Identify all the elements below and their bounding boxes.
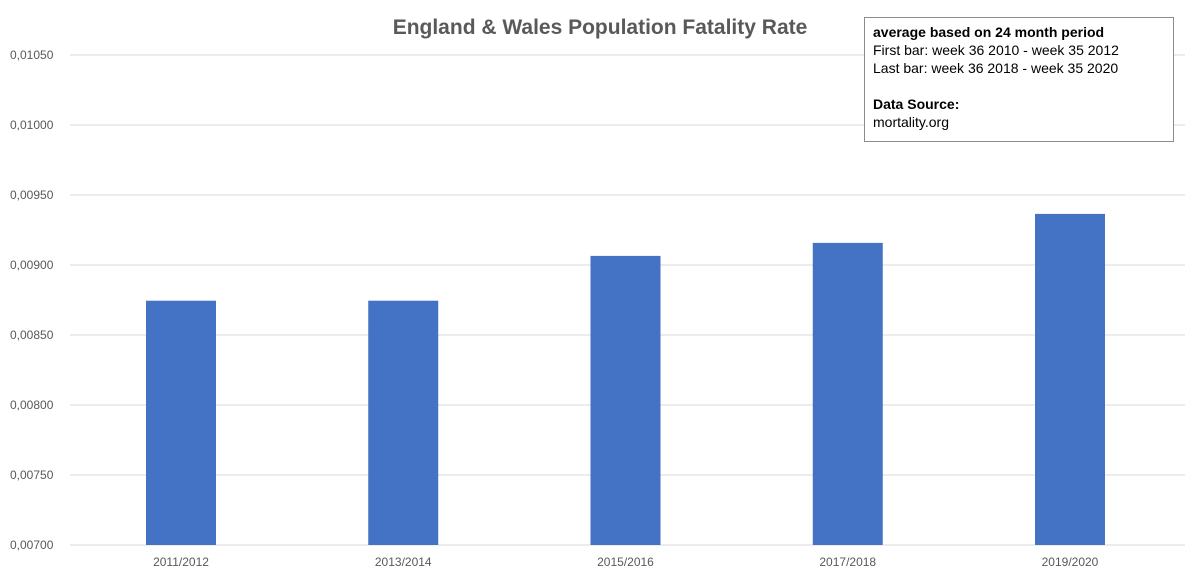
chart-title: England & Wales Population Fatality Rate — [393, 16, 808, 39]
y-tick-label: 0,00700 — [10, 538, 54, 552]
y-tick-label: 0,01050 — [10, 48, 54, 62]
bars — [146, 213, 1105, 545]
y-tick-label: 0,00950 — [10, 188, 54, 202]
x-axis-categories: 2011/2012 2013/2014 2015/2016 2017/2018 2019… — [153, 555, 1099, 569]
x-category-label: 2019/2020 — [1042, 555, 1099, 569]
y-tick-label: 0,01000 — [10, 118, 54, 132]
bar — [812, 242, 883, 545]
annotation-source-label: Data Source: — [873, 96, 960, 112]
annotation-spacer — [873, 77, 1165, 95]
annotation-source-value: mortality.org — [873, 114, 949, 130]
annotation-first-bar: First bar: week 36 2010 - week 35 2012 — [873, 42, 1119, 58]
annotation-heading: average based on 24 month period — [873, 24, 1105, 40]
y-axis-ticks: 0,00700 0,00750 0,00800 0,00850 0,00900 0,009… — [10, 48, 54, 552]
bar — [590, 255, 661, 545]
bar — [368, 300, 439, 545]
annotation-box: average based on 24 month period First b… — [864, 17, 1174, 142]
annotation-last-bar: Last bar: week 36 2018 - week 35 2020 — [873, 60, 1119, 76]
bar — [1035, 213, 1105, 545]
y-tick-label: 0,00850 — [10, 328, 54, 342]
bar — [146, 300, 216, 545]
x-category-label: 2011/2012 — [153, 555, 209, 569]
x-category-label: 2015/2016 — [597, 555, 654, 569]
y-tick-label: 0,00800 — [10, 398, 54, 412]
x-category-label: 2017/2018 — [819, 555, 876, 569]
y-tick-label: 0,00750 — [10, 468, 54, 482]
y-tick-label: 0,00900 — [10, 258, 54, 272]
x-category-label: 2013/2014 — [375, 555, 432, 569]
